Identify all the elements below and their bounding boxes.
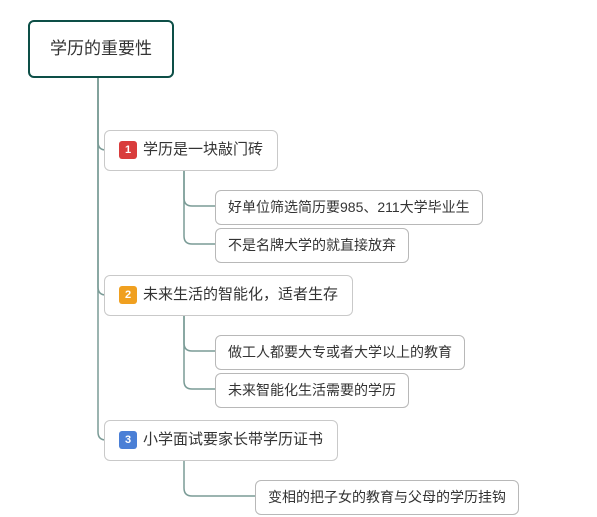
branch-node: 3 小学面试要家长带学历证书 [104,420,338,461]
badge-2: 2 [119,286,137,304]
leaf-label: 不是名牌大学的就直接放弃 [228,237,396,253]
leaf-node: 好单位筛选简历要985、211大学毕业生 [215,190,483,225]
leaf-node: 不是名牌大学的就直接放弃 [215,228,409,263]
leaf-label: 未来智能化生活需要的学历 [228,382,396,398]
leaf-label: 变相的把子女的教育与父母的学历挂钩 [268,489,506,505]
leaf-node: 未来智能化生活需要的学历 [215,373,409,408]
leaf-label: 好单位筛选简历要985、211大学毕业生 [228,199,470,215]
branch-label: 小学面试要家长带学历证书 [143,429,323,452]
branch-node: 2 未来生活的智能化，适者生存 [104,275,353,316]
leaf-node: 做工人都要大专或者大学以上的教育 [215,335,465,370]
branch-label: 学历是一块敲门砖 [143,139,263,162]
leaf-label: 做工人都要大专或者大学以上的教育 [228,344,452,360]
root-label: 学历的重要性 [50,39,152,58]
branch-label: 未来生活的智能化，适者生存 [143,284,338,307]
badge-1: 1 [119,141,137,159]
leaf-node: 变相的把子女的教育与父母的学历挂钩 [255,480,519,515]
root-node: 学历的重要性 [28,20,174,78]
branch-node: 1 学历是一块敲门砖 [104,130,278,171]
badge-3: 3 [119,431,137,449]
